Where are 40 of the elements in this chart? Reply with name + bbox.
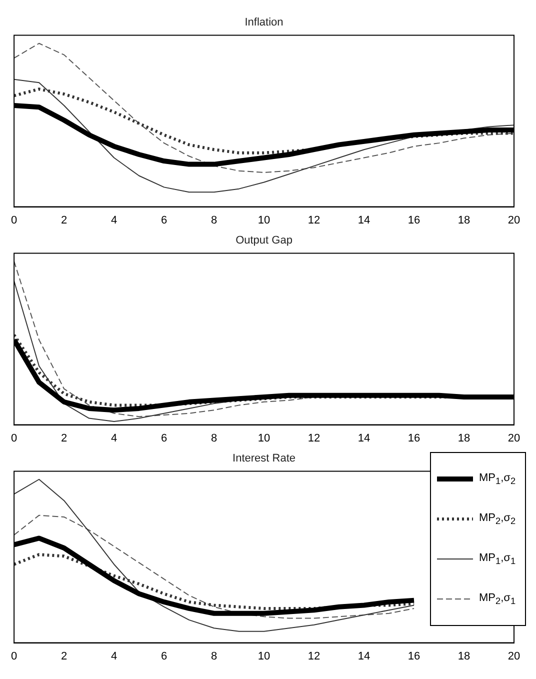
x-tick-label: 0 (10, 432, 18, 444)
x-tick-label: 12 (308, 214, 320, 226)
x-tick-label: 20 (508, 650, 520, 662)
x-tick-label: 4 (110, 650, 118, 662)
x-tick-label: 16 (408, 432, 420, 444)
x-tick-label: 2 (60, 650, 68, 662)
x-tick-label: 8 (210, 214, 218, 226)
chart-title: Inflation (244, 16, 284, 29)
x-tick-label: 14 (358, 432, 370, 444)
x-tick-label: 20 (508, 432, 520, 444)
chart-title: Output Gap (236, 234, 292, 247)
x-tick-label: 2 (60, 432, 68, 444)
x-tick-label: 0 (10, 650, 18, 662)
x-tick-label: 12 (308, 432, 320, 444)
chart-title: Interest Rate (232, 452, 296, 465)
legend-label: MP$_{2}$,σ$_{2}$ (479, 512, 516, 526)
x-tick-label: 14 (358, 650, 370, 662)
x-tick-label: 8 (210, 650, 218, 662)
x-tick-label: 12 (308, 650, 320, 662)
x-tick-label: 0 (10, 214, 18, 226)
x-tick-label: 14 (358, 214, 370, 226)
x-tick-label: 6 (160, 214, 168, 226)
x-tick-label: 4 (110, 432, 118, 444)
x-tick-label: 10 (258, 432, 270, 444)
x-tick-label: 20 (508, 214, 520, 226)
legend-label: MP$_{1}$,σ$_{2}$ (479, 472, 516, 486)
x-tick-label: 18 (458, 650, 470, 662)
x-tick-label: 6 (160, 650, 168, 662)
legend-label: MP$_{1}$,σ$_{1}$ (479, 552, 516, 566)
x-tick-label: 16 (408, 214, 420, 226)
x-tick-label: 18 (458, 432, 470, 444)
x-tick-label: 2 (60, 214, 68, 226)
x-tick-label: 16 (408, 650, 420, 662)
x-tick-label: 6 (160, 432, 168, 444)
x-tick-label: 8 (210, 432, 218, 444)
legend-label: MP$_{2}$,σ$_{1}$ (479, 592, 516, 606)
x-tick-label: 18 (458, 214, 470, 226)
x-tick-label: 10 (258, 650, 270, 662)
x-tick-label: 10 (258, 214, 270, 226)
x-tick-label: 4 (110, 214, 118, 226)
